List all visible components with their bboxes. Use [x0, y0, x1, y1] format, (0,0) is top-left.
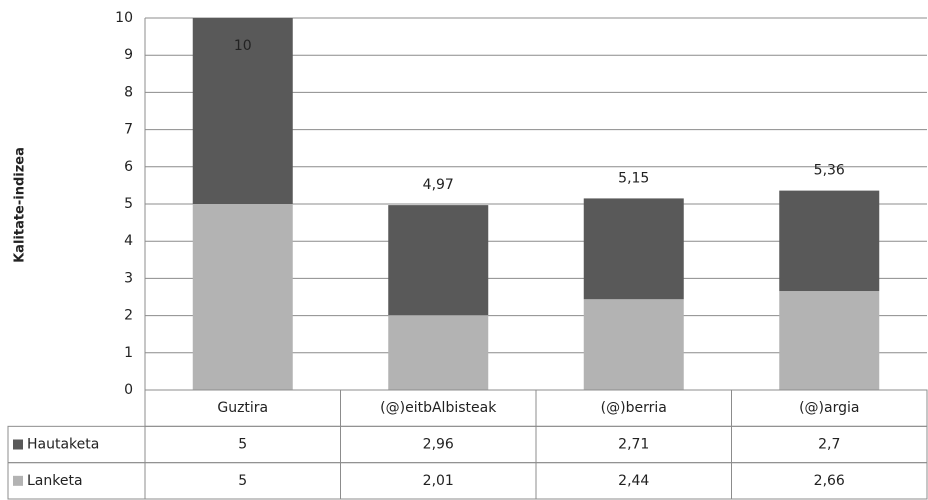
y-tick-label: 1 [124, 345, 133, 361]
bar-segment [583, 198, 684, 300]
bar-segment [779, 190, 880, 292]
table-row [7, 462, 928, 500]
y-tick-label: 2 [124, 308, 133, 324]
y-tick-label: 3 [124, 270, 133, 286]
legend-label: Lanketa [27, 473, 83, 489]
bar-segment [388, 315, 489, 390]
table-value: 5 [238, 473, 247, 489]
table-value: 2,71 [618, 437, 649, 453]
bar-segment [192, 18, 293, 204]
y-tick-label: 0 [124, 382, 133, 398]
table-row [7, 425, 928, 464]
y-tick-label: 9 [124, 47, 133, 63]
bar-segment [779, 291, 880, 390]
category-label: (@)eitbAlbisteak [380, 400, 497, 416]
y-tick-label: 4 [124, 233, 133, 249]
y-tick-label: 7 [124, 122, 133, 138]
total-label: 10 [234, 38, 252, 54]
bar-segment [192, 204, 293, 390]
table-value: 5 [238, 437, 247, 453]
total-label: 5,15 [618, 170, 649, 186]
table-value: 2,96 [423, 437, 454, 453]
bar-segment [388, 205, 489, 316]
legend-swatch [13, 439, 23, 450]
y-tick-label: 5 [124, 196, 133, 212]
table-value: 2,66 [814, 473, 845, 489]
y-axis-label: Kalitate-indizea [13, 147, 28, 263]
total-label: 4,97 [423, 177, 454, 193]
legend-swatch [13, 475, 23, 486]
y-tick-label: 8 [124, 84, 133, 100]
total-label: 5,36 [814, 163, 845, 179]
category-label: Guztira [217, 400, 268, 416]
category-label: (@)berria [601, 400, 667, 416]
legend-label: Hautaketa [27, 437, 99, 453]
y-tick-label: 6 [124, 159, 133, 175]
table-value: 2,7 [818, 437, 840, 453]
bar-segment [583, 299, 684, 390]
table-value: 2,01 [423, 473, 454, 489]
category-label: (@)argia [799, 400, 859, 416]
table-value: 2,44 [618, 473, 649, 489]
y-tick-label: 10 [115, 10, 133, 26]
